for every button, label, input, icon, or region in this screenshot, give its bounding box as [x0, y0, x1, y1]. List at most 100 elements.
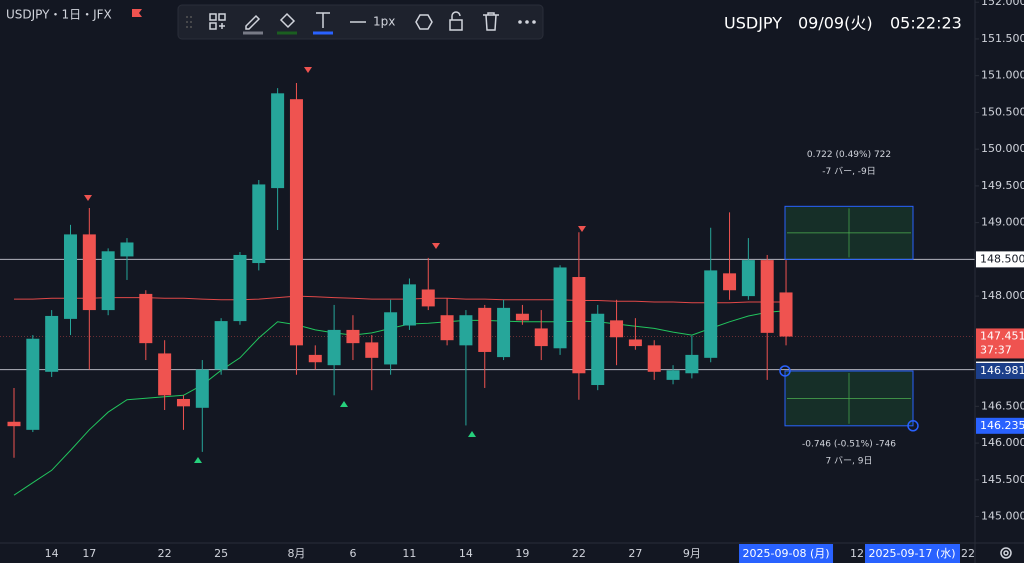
- y-tick-label: 151.500: [981, 32, 1024, 45]
- line-color-icon[interactable]: [243, 14, 263, 35]
- candle-body: [195, 369, 209, 408]
- text-color-icon[interactable]: [313, 12, 333, 35]
- x-tick-label: 6: [349, 547, 356, 560]
- candle-body: [459, 315, 473, 346]
- drag-handle[interactable]: [186, 16, 192, 28]
- candle-body: [120, 242, 134, 257]
- countdown-label: 37:37: [980, 343, 1012, 356]
- y-tick-label: 149.000: [981, 216, 1024, 229]
- candle-body: [308, 354, 322, 363]
- x-tick-label: 27: [628, 547, 642, 560]
- signal-markers: [84, 67, 586, 463]
- buy-marker: [194, 457, 202, 463]
- date-box: [739, 544, 834, 563]
- future-date-box: [865, 544, 960, 563]
- candle-body: [214, 321, 228, 370]
- candle-body: [26, 338, 40, 430]
- candle-body: [704, 270, 718, 358]
- candle-body: [723, 273, 737, 291]
- buy-marker: [340, 401, 348, 407]
- candle-body: [760, 260, 774, 333]
- y-tick-label: 145.000: [981, 510, 1024, 523]
- candle-body: [421, 289, 435, 307]
- last-price-label: 147.451: [980, 329, 1024, 342]
- x-tick-label: 14: [459, 547, 473, 560]
- templates-icon[interactable]: [209, 13, 226, 30]
- y-tick-label: 150.500: [981, 105, 1024, 118]
- symbol-title: USDJPY・1日・JFX: [6, 8, 112, 22]
- y-tick-label: 150.000: [981, 142, 1024, 155]
- buy-marker: [468, 431, 476, 437]
- x-tick-label: 2025-09-08 (月): [743, 547, 830, 560]
- sell-marker: [578, 226, 586, 232]
- candle-body: [440, 315, 454, 341]
- delete-icon[interactable]: [483, 12, 499, 31]
- candle-body: [647, 345, 661, 372]
- candle-body: [252, 184, 266, 264]
- measure-text: 0.722 (0.49%) 722: [807, 150, 891, 160]
- candle-body: [666, 370, 680, 380]
- clock-symbol: USDJPY: [724, 14, 782, 33]
- y-tick-label: 151.000: [981, 69, 1024, 82]
- y-tick-label: 148.000: [981, 289, 1024, 302]
- flag-icon[interactable]: [132, 9, 142, 17]
- x-tick-label: 22: [158, 547, 172, 560]
- toolbar: 1px: [177, 4, 544, 40]
- price-marker-box: [976, 417, 1024, 434]
- candle-body: [741, 260, 755, 297]
- x-tick-label: 12: [850, 547, 864, 560]
- candle-body: [346, 329, 360, 344]
- candle-body: [497, 307, 511, 358]
- candle-body: [7, 421, 21, 427]
- lock-icon[interactable]: [449, 11, 463, 31]
- measure-subtext: 7 バー, 9日: [825, 455, 872, 466]
- candle-body: [158, 353, 172, 396]
- candle-body: [534, 328, 548, 347]
- candle-body: [101, 251, 115, 311]
- x-tick-label: 2025-09-17 (水): [868, 547, 955, 560]
- candle-body: [572, 277, 586, 374]
- x-tick-label: 14: [45, 547, 59, 560]
- candle-body: [82, 234, 96, 311]
- price-marker-label: 146.235: [980, 419, 1024, 432]
- candle-body: [271, 93, 285, 189]
- candle-body: [628, 339, 642, 347]
- x-tick-label: 19: [515, 547, 529, 560]
- candle-body: [365, 342, 379, 358]
- measure-handle: [907, 420, 919, 432]
- sell-marker: [304, 67, 312, 73]
- clock-time: 05:22:23: [890, 14, 962, 33]
- candle-body: [45, 315, 59, 372]
- x-tick-label: 9月: [683, 547, 701, 560]
- sell-marker: [432, 243, 440, 249]
- settings-icon[interactable]: [415, 14, 433, 30]
- last-price-box: [976, 328, 1024, 359]
- y-tick-label: 152.000: [981, 0, 1024, 8]
- fill-color-icon[interactable]: [277, 12, 297, 35]
- candle-body: [176, 398, 190, 407]
- candle-body: [685, 354, 699, 374]
- price-marker-box: [976, 362, 1024, 379]
- candle-body: [289, 99, 303, 346]
- candle-body: [478, 307, 492, 352]
- price-label-box: [976, 251, 1024, 268]
- measure-text: -0.746 (-0.51%) -746: [802, 439, 896, 449]
- candle-body: [515, 313, 529, 321]
- candle-body: [591, 313, 605, 386]
- x-tick-label: 25: [214, 547, 228, 560]
- price-label: 148.500: [980, 252, 1024, 265]
- axis-settings-icon[interactable]: [1000, 547, 1012, 559]
- x-tick-label: 8月: [287, 547, 305, 560]
- measure-handle: [779, 365, 791, 377]
- candle-body: [139, 293, 153, 344]
- more-icon[interactable]: [518, 20, 536, 24]
- line-width-label[interactable]: 1px: [373, 15, 395, 29]
- candle-body: [779, 292, 793, 337]
- measure-subtext: -7 バー, -9日: [822, 166, 876, 177]
- moving-average: [13, 310, 787, 496]
- price-marker-label: 146.981: [980, 364, 1024, 377]
- sell-marker: [84, 195, 92, 201]
- x-tick-label: 22: [572, 547, 586, 560]
- x-tick-label: 11: [402, 547, 416, 560]
